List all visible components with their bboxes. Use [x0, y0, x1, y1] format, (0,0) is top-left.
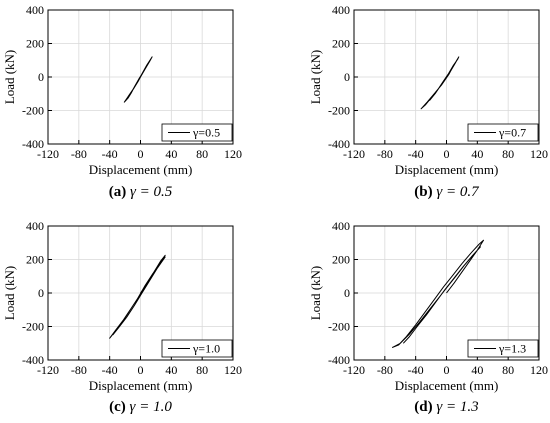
y-axis-title: Load (kN): [308, 266, 323, 321]
x-tick-label: 0: [138, 147, 144, 161]
legend-label: γ=1.0: [192, 342, 220, 356]
x-tick-label: -40: [102, 147, 118, 161]
legend-box: [161, 339, 233, 358]
x-tick-label: -120: [37, 147, 59, 161]
y-tick-label: 0: [38, 70, 44, 84]
legend-label: γ=1.3: [498, 342, 526, 356]
caption-text: γ = 0.5: [126, 184, 173, 200]
y-tick-label: 0: [38, 286, 44, 300]
x-tick-label: 80: [502, 363, 514, 377]
chart-panel: -120 -80 -40 0 40 80 120-400-2000200400Displac…: [308, 219, 548, 415]
y-axis-title: Load (kN): [2, 266, 17, 321]
y-tick-label: 200: [332, 253, 350, 267]
x-tick-label: 40: [165, 363, 177, 377]
y-tick-label: 400: [332, 219, 350, 233]
x-axis-title: Displacement (mm): [89, 378, 193, 393]
y-tick-label: -400: [328, 137, 350, 151]
y-tick-label: -400: [22, 353, 44, 367]
x-tick-label: -120: [343, 147, 365, 161]
x-tick-label: -80: [71, 147, 87, 161]
x-tick-label: 40: [471, 147, 483, 161]
x-tick-label: 80: [502, 147, 514, 161]
caption-letter: (c): [109, 399, 126, 415]
y-tick-label: -200: [328, 104, 350, 118]
y-tick-label: -200: [22, 104, 44, 118]
chart-panel: -120 -80 -40 0 40 80 120-400-2000200400Displac…: [2, 3, 242, 200]
x-tick-label: -40: [408, 147, 424, 161]
x-tick-label: -80: [71, 363, 87, 377]
panel-caption: (b) γ = 0.7: [414, 184, 480, 200]
x-tick-label: 120: [224, 363, 242, 377]
caption-letter: (b): [414, 184, 432, 200]
panel-caption: (c) γ = 1.0: [109, 399, 172, 415]
legend-box: [161, 123, 233, 142]
legend-box: [467, 123, 539, 142]
x-tick-label: 80: [196, 147, 208, 161]
chart-panel: -120 -80 -40 0 40 80 120-400-2000200400Displac…: [308, 3, 548, 200]
x-tick-label: -120: [343, 363, 365, 377]
caption-text: γ = 0.7: [433, 184, 481, 200]
y-tick-label: -400: [22, 137, 44, 151]
hysteresis-curve: [123, 56, 153, 103]
x-tick-label: 120: [530, 147, 548, 161]
caption-letter: (d): [414, 399, 432, 415]
x-tick-label: 0: [444, 147, 450, 161]
legend-box: [467, 339, 539, 358]
y-tick-label: -400: [328, 353, 350, 367]
x-tick-label: 0: [444, 363, 450, 377]
x-tick-label: -120: [37, 363, 59, 377]
y-tick-label: -200: [328, 320, 350, 334]
hysteresis-curve: [392, 239, 484, 348]
x-tick-label: 120: [224, 147, 242, 161]
x-tick-label: 40: [165, 147, 177, 161]
x-tick-label: 40: [471, 363, 483, 377]
y-tick-label: 400: [332, 3, 350, 17]
x-tick-label: 80: [196, 363, 208, 377]
panel-caption: (d) γ = 1.3: [414, 399, 478, 415]
x-axis-title: Displacement (mm): [89, 162, 193, 177]
y-tick-label: 200: [332, 37, 350, 51]
hysteresis-curve: [420, 56, 460, 110]
y-axis-title: Load (kN): [308, 50, 323, 105]
legend-label: γ=0.7: [498, 126, 526, 140]
x-tick-label: -80: [377, 147, 393, 161]
x-tick-label: -40: [102, 363, 118, 377]
caption-text: γ = 1.3: [433, 399, 479, 415]
y-tick-label: 0: [344, 286, 350, 300]
x-tick-label: 120: [530, 363, 548, 377]
hysteresis-curve: [109, 254, 166, 339]
y-tick-label: 400: [26, 3, 44, 17]
y-tick-label: 0: [344, 70, 350, 84]
y-axis-title: Load (kN): [2, 50, 17, 105]
panel-caption: (a) γ = 0.5: [109, 184, 173, 200]
x-axis-title: Displacement (mm): [395, 162, 499, 177]
y-tick-label: 200: [26, 253, 44, 267]
x-axis-title: Displacement (mm): [395, 378, 499, 393]
legend-label: γ=0.5: [192, 126, 220, 140]
caption-letter: (a): [109, 184, 127, 200]
y-tick-label: 200: [26, 37, 44, 51]
y-tick-label: 400: [26, 219, 44, 233]
caption-text: γ = 1.0: [126, 399, 173, 415]
x-tick-label: -40: [408, 363, 424, 377]
y-tick-label: -200: [22, 320, 44, 334]
chart-panel: -120 -80 -40 0 40 80 120-400-2000200400Displac…: [2, 219, 242, 415]
x-tick-label: -80: [377, 363, 393, 377]
x-tick-label: 0: [138, 363, 144, 377]
